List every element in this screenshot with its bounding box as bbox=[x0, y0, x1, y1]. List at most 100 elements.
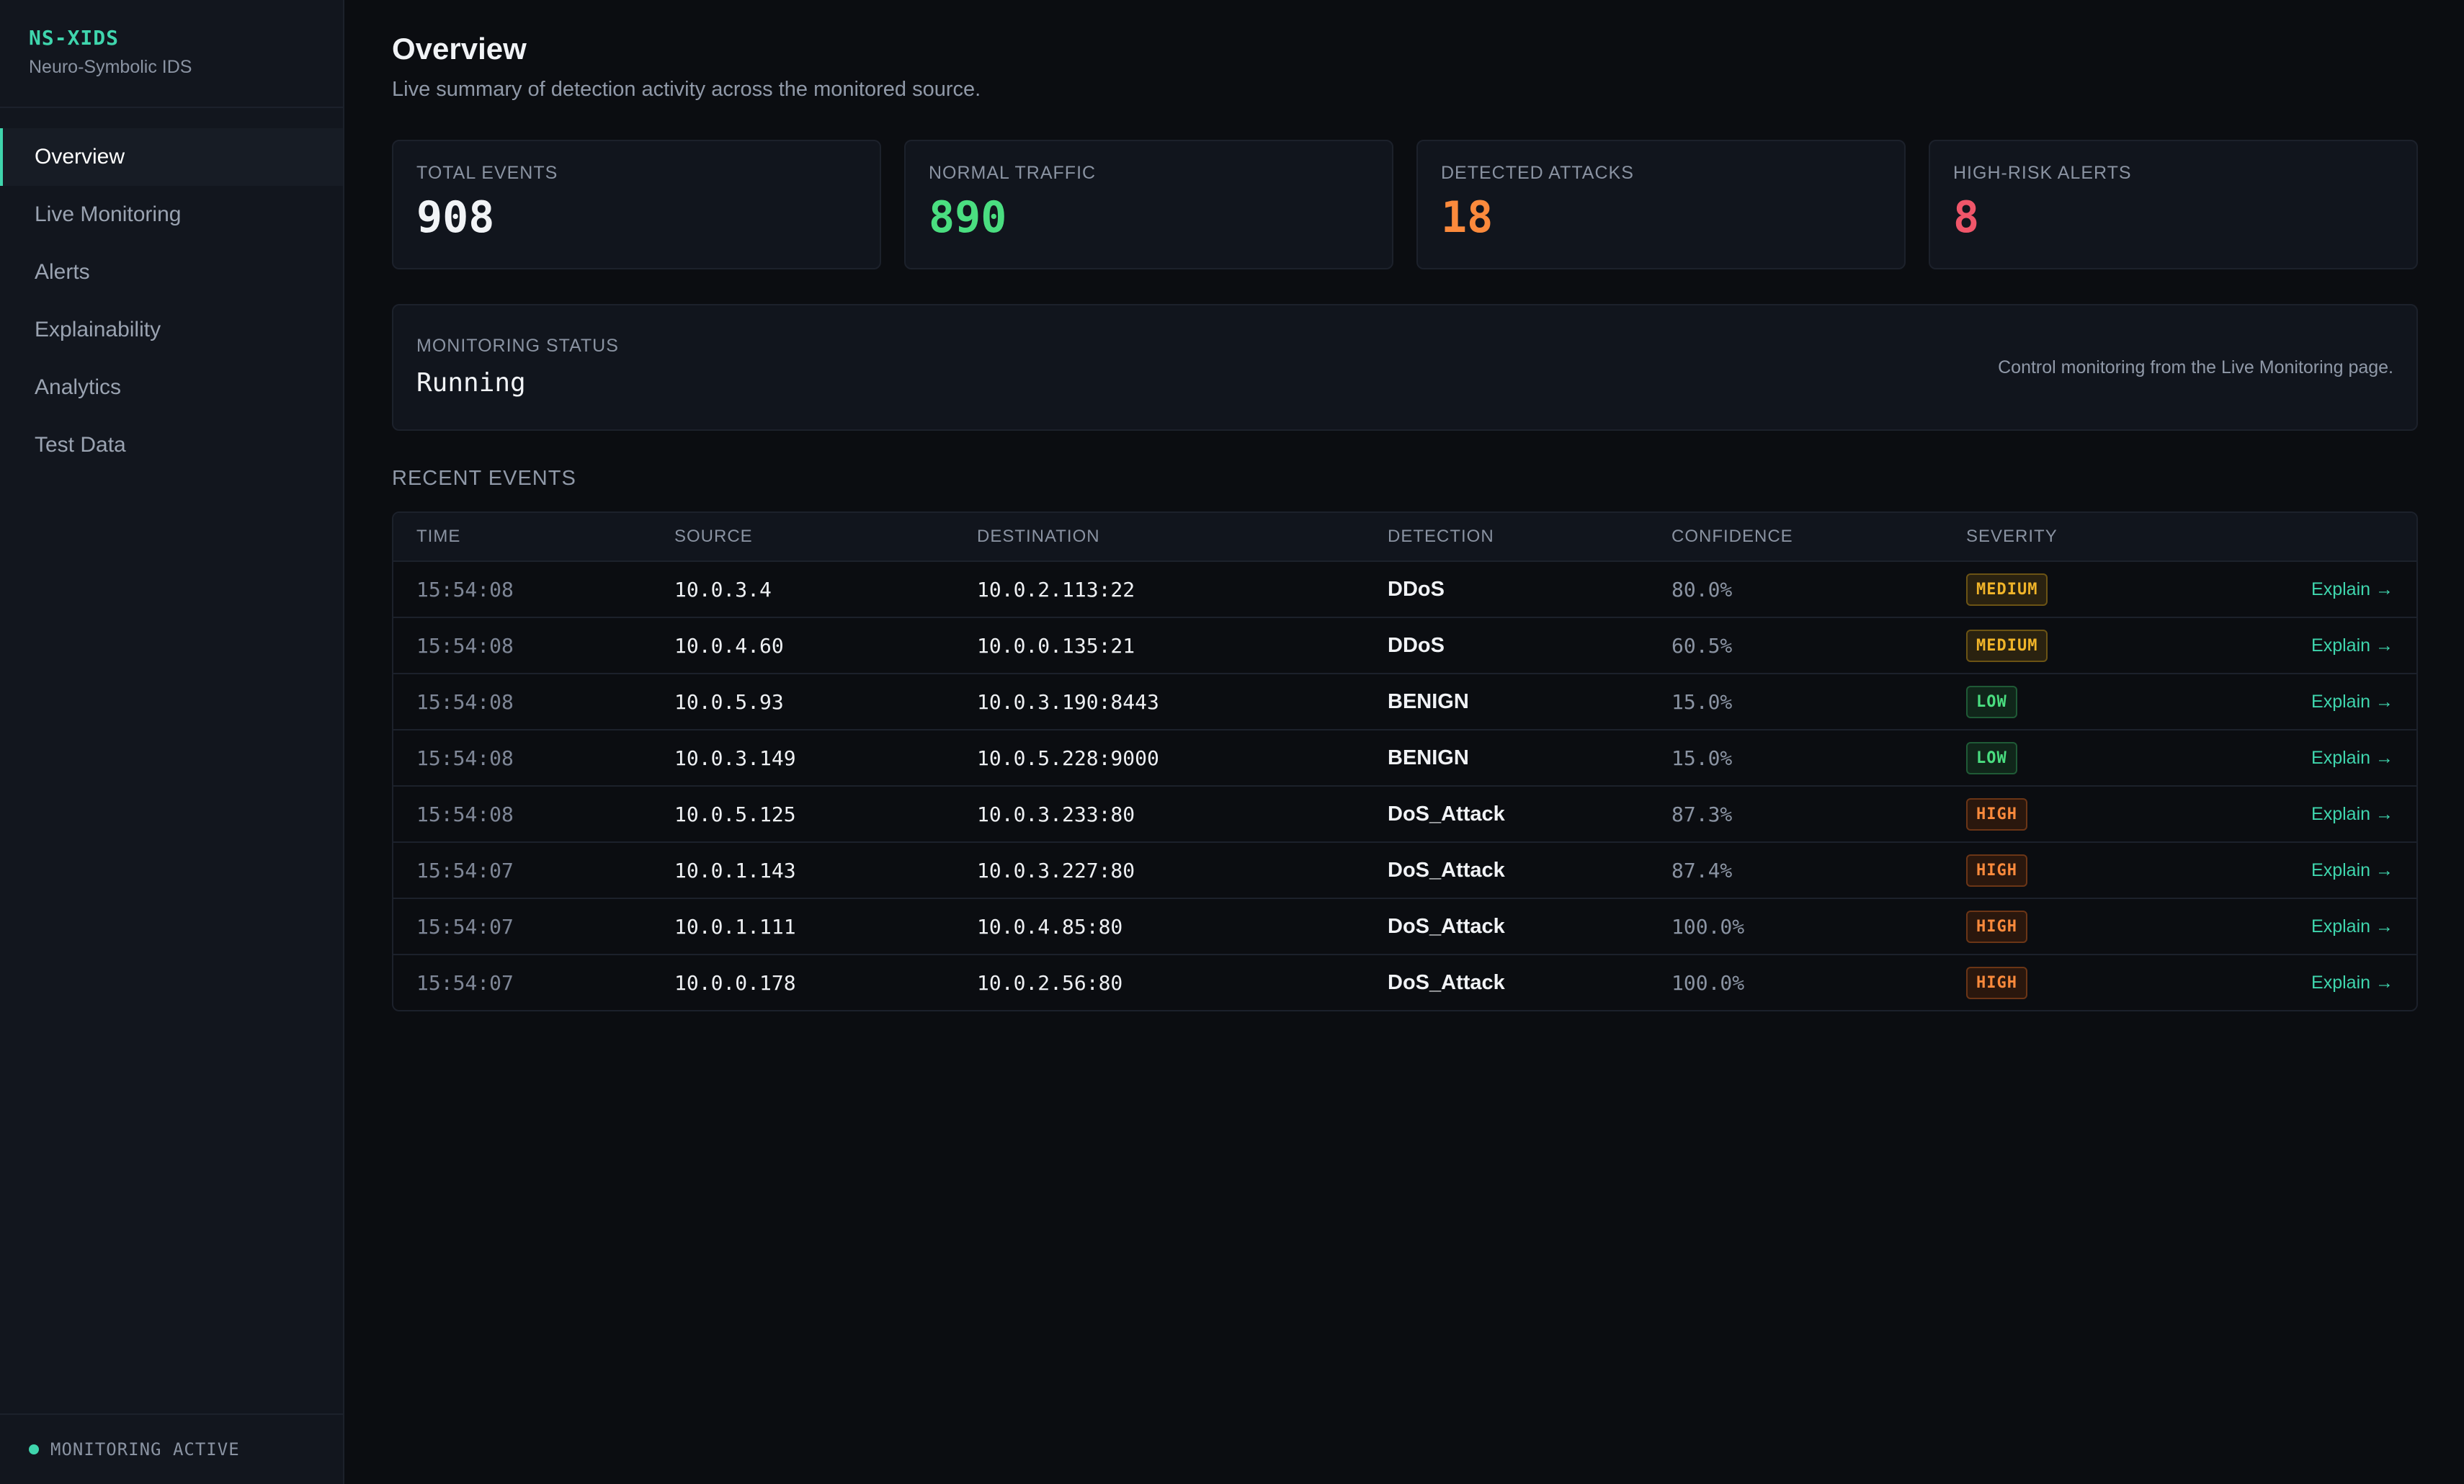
event-source: 10.0.0.178 bbox=[674, 970, 796, 995]
event-destination: 10.0.3.227:80 bbox=[977, 858, 1135, 882]
event-destination: 10.0.3.190:8443 bbox=[977, 689, 1159, 714]
recent-events-table: TIME SOURCE DESTINATION DETECTION CONFID… bbox=[392, 511, 2418, 1011]
column-header-severity: SEVERITY bbox=[1966, 527, 2058, 546]
severity-badge: HIGH bbox=[1966, 854, 2027, 887]
severity-badge: HIGH bbox=[1966, 797, 2027, 831]
severity-badge: LOW bbox=[1966, 685, 2017, 718]
event-source: 10.0.1.111 bbox=[674, 914, 796, 939]
event-destination: 10.0.5.228:9000 bbox=[977, 746, 1159, 770]
monitoring-active-label: MONITORING ACTIVE bbox=[50, 1439, 240, 1460]
event-source: 10.0.5.93 bbox=[674, 689, 784, 714]
stat-label: HIGH-RISK ALERTS bbox=[1953, 163, 2132, 183]
table-header: TIME SOURCE DESTINATION DETECTION CONFID… bbox=[393, 513, 2416, 560]
explain-link[interactable]: Explain → bbox=[2311, 916, 2393, 937]
event-time: 15:54:08 bbox=[416, 746, 514, 770]
event-time: 15:54:08 bbox=[416, 802, 514, 826]
event-time: 15:54:08 bbox=[416, 577, 514, 602]
table-row: 15:54:08 10.0.5.93 10.0.3.190:8443 BENIG… bbox=[393, 673, 2416, 729]
event-source: 10.0.1.143 bbox=[674, 858, 796, 882]
event-time: 15:54:08 bbox=[416, 689, 514, 714]
event-severity-cell: HIGH bbox=[1966, 955, 2027, 1010]
explain-link[interactable]: Explain → bbox=[2311, 803, 2393, 824]
stat-card-total-events: TOTAL EVENTS 908 bbox=[392, 140, 881, 269]
sidebar-item-test-data[interactable]: Test Data bbox=[35, 433, 126, 457]
explain-link[interactable]: Explain → bbox=[2311, 859, 2393, 880]
table-row: 15:54:08 10.0.5.125 10.0.3.233:80 DoS_At… bbox=[393, 785, 2416, 841]
stat-value: 890 bbox=[929, 192, 1007, 243]
stat-card-high-risk-alerts: HIGH-RISK ALERTS 8 bbox=[1929, 140, 2418, 269]
event-detection: DoS_Attack bbox=[1388, 802, 1505, 826]
explain-link[interactable]: Explain → bbox=[2311, 747, 2393, 768]
event-confidence: 15.0% bbox=[1671, 746, 1733, 770]
explain-link[interactable]: Explain → bbox=[2311, 972, 2393, 993]
explain-link[interactable]: Explain → bbox=[2311, 691, 2393, 712]
event-confidence: 80.0% bbox=[1671, 577, 1733, 602]
table-row: 15:54:07 10.0.1.111 10.0.4.85:80 DoS_Att… bbox=[393, 898, 2416, 954]
event-source: 10.0.3.4 bbox=[674, 577, 772, 602]
event-time: 15:54:07 bbox=[416, 970, 514, 995]
event-severity-cell: HIGH bbox=[1966, 787, 2027, 841]
monitoring-status-note: Control monitoring from the Live Monitor… bbox=[1998, 357, 2393, 377]
column-header-confidence: CONFIDENCE bbox=[1671, 527, 1793, 546]
sidebar-item-analytics[interactable]: Analytics bbox=[35, 375, 122, 399]
sidebar-item-live-monitoring[interactable]: Live Monitoring bbox=[35, 202, 182, 226]
event-source: 10.0.4.60 bbox=[674, 633, 784, 658]
event-severity-cell: MEDIUM bbox=[1966, 562, 2048, 617]
column-header-destination: DESTINATION bbox=[977, 527, 1100, 546]
sidebar: NS-XIDS Neuro-Symbolic IDS Overview Live… bbox=[0, 0, 344, 1484]
severity-badge: MEDIUM bbox=[1966, 573, 2048, 606]
table-row: 15:54:07 10.0.0.178 10.0.2.56:80 DoS_Att… bbox=[393, 954, 2416, 1010]
table-row: 15:54:08 10.0.4.60 10.0.0.135:21 DDoS 60… bbox=[393, 617, 2416, 673]
page-title: Overview bbox=[392, 32, 527, 66]
brand: NS-XIDS Neuro-Symbolic IDS bbox=[0, 0, 343, 108]
column-header-time: TIME bbox=[416, 527, 461, 546]
table-row: 15:54:08 10.0.3.149 10.0.5.228:9000 BENI… bbox=[393, 729, 2416, 785]
event-confidence: 100.0% bbox=[1671, 970, 1745, 995]
event-severity-cell: HIGH bbox=[1966, 899, 2027, 954]
monitoring-status-card: MONITORING STATUS Running Control monito… bbox=[392, 304, 2418, 431]
event-confidence: 15.0% bbox=[1671, 689, 1733, 714]
brand-subtitle: Neuro-Symbolic IDS bbox=[29, 57, 192, 77]
stat-card-normal-traffic: NORMAL TRAFFIC 890 bbox=[904, 140, 1393, 269]
event-severity-cell: LOW bbox=[1966, 674, 2017, 729]
event-destination: 10.0.3.233:80 bbox=[977, 802, 1135, 826]
event-time: 15:54:07 bbox=[416, 858, 514, 882]
event-detection: DDoS bbox=[1388, 577, 1445, 601]
event-destination: 10.0.2.56:80 bbox=[977, 970, 1123, 995]
event-time: 15:54:08 bbox=[416, 633, 514, 658]
event-severity-cell: LOW bbox=[1966, 730, 2017, 785]
event-confidence: 100.0% bbox=[1671, 914, 1745, 939]
event-detection: DoS_Attack bbox=[1388, 914, 1505, 938]
event-detection: DoS_Attack bbox=[1388, 858, 1505, 882]
event-confidence: 87.4% bbox=[1671, 858, 1733, 882]
sidebar-item-explainability[interactable]: Explainability bbox=[35, 318, 161, 341]
table-row: 15:54:08 10.0.3.4 10.0.2.113:22 DDoS 80.… bbox=[393, 560, 2416, 617]
explain-link[interactable]: Explain → bbox=[2311, 635, 2393, 656]
sidebar-footer: MONITORING ACTIVE bbox=[0, 1413, 343, 1484]
stat-label: NORMAL TRAFFIC bbox=[929, 163, 1097, 183]
event-time: 15:54:07 bbox=[416, 914, 514, 939]
column-header-source: SOURCE bbox=[674, 527, 753, 546]
page-subtitle: Live summary of detection activity acros… bbox=[392, 78, 981, 101]
event-detection: DoS_Attack bbox=[1388, 970, 1505, 994]
table-row: 15:54:07 10.0.1.143 10.0.3.227:80 DoS_At… bbox=[393, 841, 2416, 898]
event-severity-cell: HIGH bbox=[1966, 843, 2027, 898]
event-detection: BENIGN bbox=[1388, 746, 1469, 769]
severity-badge: LOW bbox=[1966, 741, 2017, 774]
event-destination: 10.0.0.135:21 bbox=[977, 633, 1135, 658]
event-destination: 10.0.4.85:80 bbox=[977, 914, 1123, 939]
sidebar-item-overview[interactable]: Overview bbox=[0, 128, 343, 186]
main-content: Overview Live summary of detection activ… bbox=[392, 0, 2418, 1011]
column-header-detection: DETECTION bbox=[1388, 527, 1494, 546]
stat-value: 908 bbox=[416, 192, 495, 243]
brand-name: NS-XIDS bbox=[29, 26, 120, 50]
event-destination: 10.0.2.113:22 bbox=[977, 577, 1135, 602]
sidebar-item-alerts[interactable]: Alerts bbox=[35, 260, 90, 284]
monitoring-status-label: MONITORING STATUS bbox=[416, 336, 619, 356]
stat-value: 18 bbox=[1441, 192, 1494, 243]
stat-card-detected-attacks: DETECTED ATTACKS 18 bbox=[1416, 140, 1906, 269]
status-dot-icon bbox=[29, 1444, 39, 1454]
explain-link[interactable]: Explain → bbox=[2311, 578, 2393, 599]
severity-badge: MEDIUM bbox=[1966, 629, 2048, 662]
